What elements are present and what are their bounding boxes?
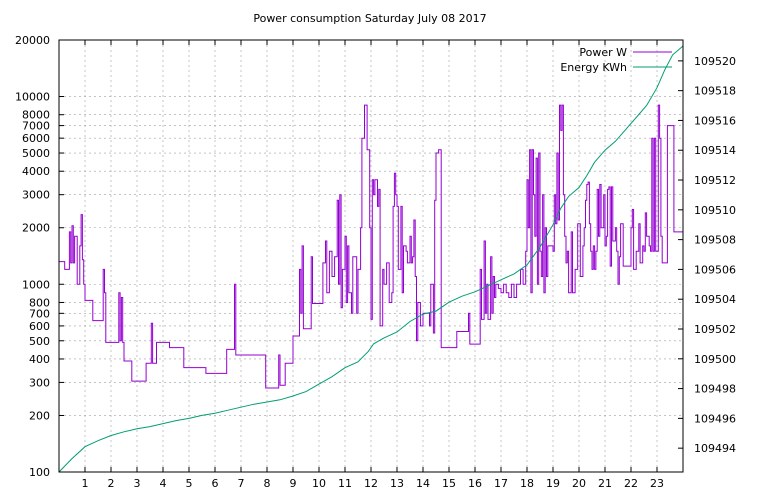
legend-label: Energy KWh [560, 61, 627, 74]
y2-tick-label: 109512 [694, 174, 736, 187]
x-tick-label: 21 [598, 477, 612, 490]
x-tick-label: 1 [82, 477, 89, 490]
x-tick-label: 13 [390, 477, 404, 490]
y2-tick-label: 109502 [694, 323, 736, 336]
series-layer [58, 45, 684, 473]
y-tick-label: 700 [29, 307, 50, 320]
x-tick-label: 19 [546, 477, 560, 490]
y2-tick-label: 109518 [694, 85, 736, 98]
y2-tick-label: 109516 [694, 114, 736, 127]
y2-tick-label: 109504 [694, 293, 736, 306]
y-tick-label: 1000 [22, 278, 50, 291]
x-tick-label: 10 [312, 477, 326, 490]
x-tick-label: 15 [442, 477, 456, 490]
y-tick-label: 5000 [22, 147, 50, 160]
x-tick-label: 11 [338, 477, 352, 490]
axis-ticks: 1 2 3 4 5 6 7 8 9 10 11 12 13 14 15 16 17 18 19 20 21 22 23100… [15, 34, 736, 490]
x-tick-label: 6 [212, 477, 219, 490]
x-tick-label: 8 [264, 477, 271, 490]
y-tick-label: 20000 [15, 34, 50, 47]
y2-tick-label: 109506 [694, 263, 736, 276]
y2-tick-label: 109498 [694, 383, 736, 396]
chart-title: Power consumption Saturday July 08 2017 [253, 12, 486, 25]
y2-tick-label: 109510 [694, 204, 736, 217]
grid [59, 39, 683, 473]
y-tick-label: 3000 [22, 189, 50, 202]
energy-series-line [58, 45, 684, 473]
x-tick-label: 22 [624, 477, 638, 490]
x-tick-label: 2 [108, 477, 115, 490]
y-tick-label: 800 [29, 296, 50, 309]
y-tick-label: 300 [29, 376, 50, 389]
x-tick-label: 18 [520, 477, 534, 490]
x-tick-label: 7 [238, 477, 245, 490]
y-tick-label: 8000 [22, 109, 50, 122]
y-tick-label: 100 [29, 466, 50, 479]
y-tick-label: 10000 [15, 91, 50, 104]
x-tick-label: 17 [494, 477, 508, 490]
y2-tick-label: 109496 [694, 412, 736, 425]
x-tick-label: 23 [650, 477, 664, 490]
y-tick-label: 500 [29, 335, 50, 348]
x-tick-label: 12 [364, 477, 378, 490]
legend: Power W Energy KWh [560, 46, 672, 74]
y-tick-label: 4000 [22, 165, 50, 178]
y2-tick-label: 109494 [694, 442, 736, 455]
y-tick-label: 600 [29, 320, 50, 333]
y2-tick-label: 109500 [694, 353, 736, 366]
x-tick-label: 4 [160, 477, 167, 490]
x-tick-label: 3 [134, 477, 141, 490]
y-tick-label: 6000 [22, 132, 50, 145]
x-tick-label: 20 [572, 477, 586, 490]
y-tick-label: 400 [29, 353, 50, 366]
y-tick-label: 7000 [22, 120, 50, 133]
y-tick-label: 2000 [22, 222, 50, 235]
x-tick-label: 14 [416, 477, 430, 490]
x-tick-label: 5 [186, 477, 193, 490]
y2-tick-label: 109520 [694, 55, 736, 68]
power-series-line [59, 104, 683, 389]
y2-tick-label: 109514 [694, 144, 736, 157]
legend-label: Power W [579, 46, 627, 59]
y-tick-label: 200 [29, 409, 50, 422]
y2-tick-label: 109508 [694, 234, 736, 247]
x-tick-label: 16 [468, 477, 482, 490]
x-tick-label: 9 [290, 477, 297, 490]
